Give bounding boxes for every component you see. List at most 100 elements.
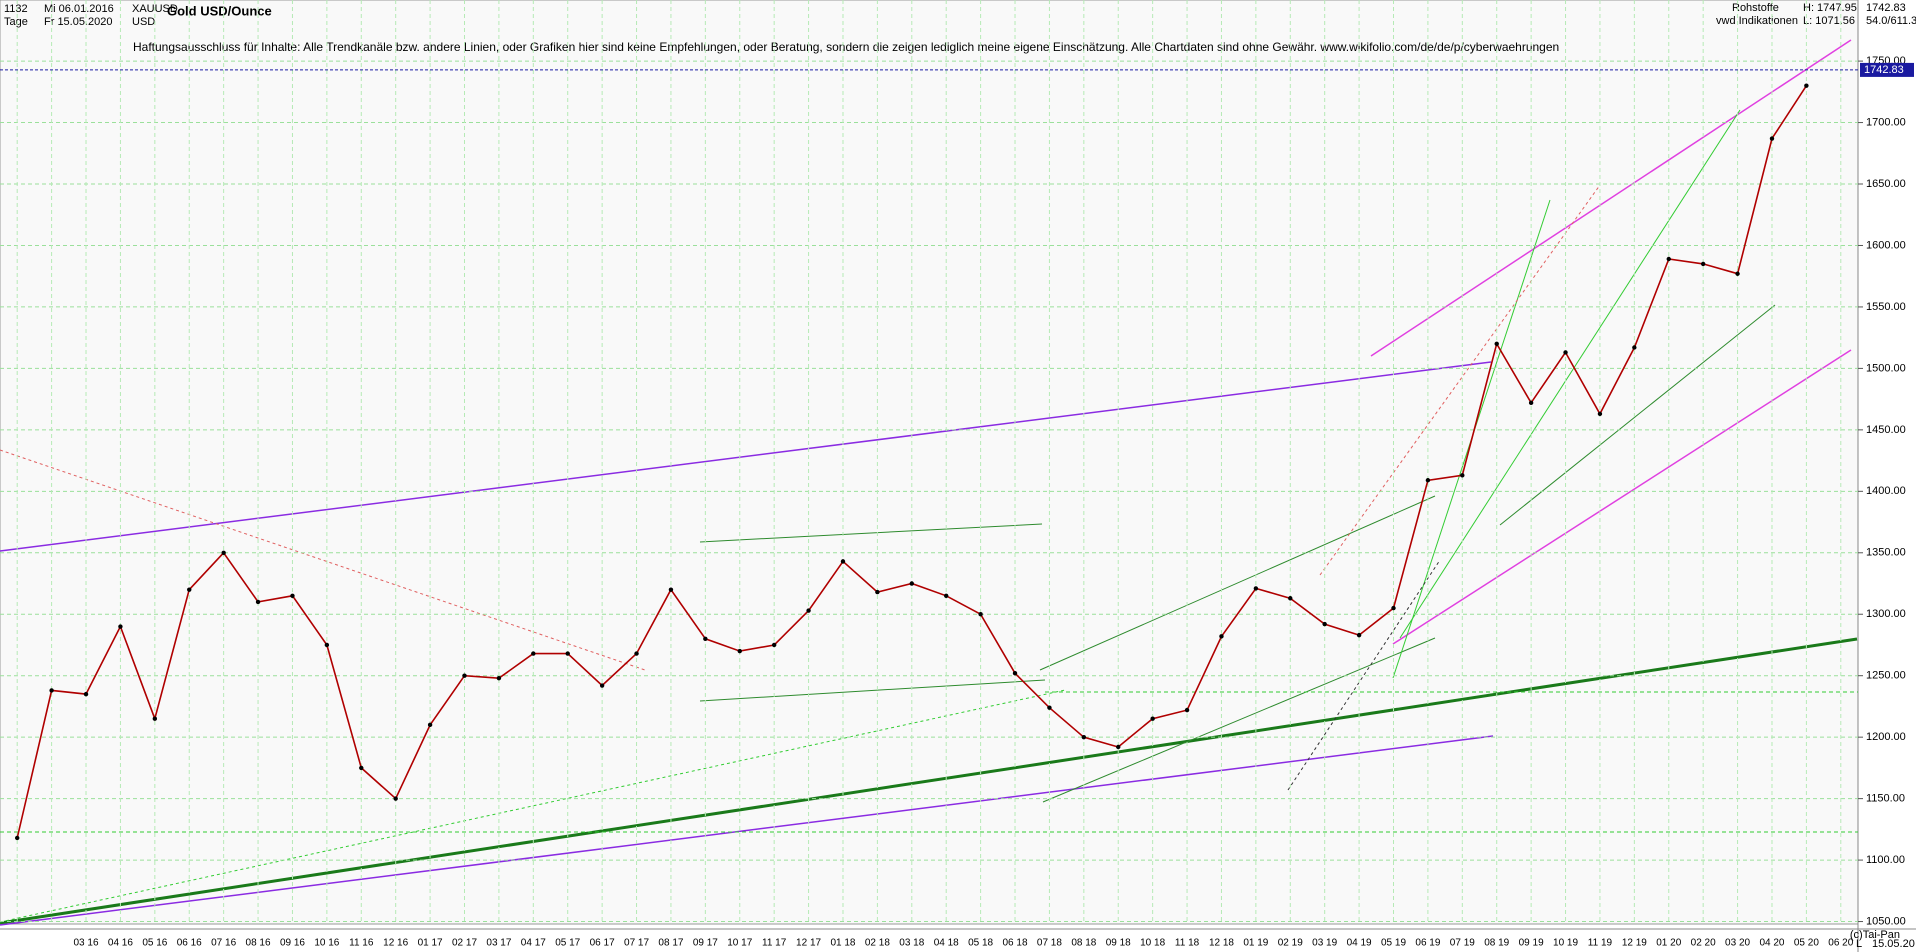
trend-line	[699, 679, 1046, 702]
price-point	[359, 765, 364, 771]
y-tick-label: 1200.00	[1866, 731, 1906, 743]
x-tick-label: 05 20	[1794, 938, 1819, 949]
price-point	[875, 589, 880, 595]
y-tick-label: 1600.00	[1866, 239, 1906, 251]
price-point	[978, 612, 983, 617]
price-point	[944, 593, 949, 598]
price-point	[1528, 400, 1534, 406]
x-tick-label: 02 20	[1691, 938, 1716, 949]
trend-line	[1370, 39, 1852, 357]
y-tick-label: 1300.00	[1866, 608, 1906, 620]
header-high: H: 1747.95	[1803, 2, 1857, 14]
price-point	[496, 675, 502, 681]
price-point	[1632, 345, 1637, 350]
y-tick-label: 1050.00	[1866, 915, 1906, 927]
trend-line	[1287, 559, 1441, 791]
x-tick-label: 03 17	[486, 938, 511, 949]
price-point	[1460, 473, 1465, 478]
x-tick-label: 12 18	[1209, 938, 1234, 949]
x-tick-label: 11 18	[1175, 938, 1200, 949]
price-point	[668, 587, 674, 592]
x-tick-label: 11 16	[349, 938, 374, 949]
price-point	[771, 642, 777, 648]
y-tick-label: 1450.00	[1866, 424, 1906, 436]
x-tick-label: 02 19	[1278, 938, 1303, 949]
x-tick-label: 06 20	[1828, 938, 1853, 949]
x-tick-label: 02 18	[865, 938, 890, 949]
trend-line	[1039, 495, 1436, 671]
x-tick-label: 04 19	[1347, 938, 1372, 949]
x-tick-label: 03 20	[1725, 938, 1750, 949]
current-price-label: 1742.83	[1864, 64, 1904, 76]
footer-mode: L	[1856, 938, 1862, 950]
price-point	[152, 716, 158, 721]
x-tick-label: 10 16	[314, 938, 339, 949]
price-point	[187, 587, 192, 592]
price-point	[462, 673, 467, 678]
x-tick-label: 07 18	[1037, 938, 1062, 949]
x-tick-label: 04 16	[108, 938, 133, 949]
y-tick-label: 1250.00	[1866, 670, 1906, 682]
header-low: L: 1071.56	[1803, 15, 1855, 27]
y-tick-label: 1650.00	[1866, 178, 1906, 190]
current-price-box	[1860, 62, 1914, 77]
y-tick-label: 1550.00	[1866, 301, 1906, 313]
trend-line	[0, 637, 1858, 925]
header-period: Tage	[4, 16, 28, 28]
trend-line	[1392, 349, 1852, 645]
header-ratio: 54.0/611.3	[1866, 15, 1916, 27]
price-point	[599, 683, 605, 688]
y-tick-label: 1700.00	[1866, 116, 1906, 128]
price-point	[1494, 341, 1499, 347]
trend-line	[1499, 304, 1776, 526]
x-tick-label: 01 19	[1243, 938, 1268, 949]
x-tick-label: 11 19	[1588, 938, 1613, 949]
price-point	[118, 624, 123, 629]
price-point	[634, 651, 639, 656]
price-point	[1804, 83, 1809, 88]
footer-date: 15.05.20	[1872, 938, 1915, 950]
trend-line	[0, 735, 1494, 926]
price-point	[1253, 586, 1259, 591]
x-tick-label: 05 16	[142, 938, 167, 949]
header-group: Rohstoffe	[1732, 2, 1779, 14]
x-tick-label: 04 17	[521, 938, 546, 949]
header-source: vwd Indikationen	[1716, 15, 1798, 27]
x-tick-label: 06 17	[590, 938, 615, 949]
y-tick-label: 1750.00	[1866, 55, 1906, 67]
price-point	[1391, 605, 1396, 611]
x-tick-label: 09 17	[693, 938, 718, 949]
price-point	[1563, 350, 1568, 355]
price-point	[393, 796, 398, 801]
price-point	[255, 599, 261, 605]
x-tick-label: 12 16	[383, 938, 408, 949]
x-tick-label: 07 17	[624, 938, 649, 949]
price-point	[737, 648, 742, 654]
header-currency: USD	[132, 16, 155, 28]
plot-area	[0, 0, 1859, 925]
x-tick-label: 03 16	[74, 938, 99, 949]
price-point	[1597, 411, 1603, 417]
y-tick-label: 1400.00	[1866, 485, 1906, 497]
x-tick-label: 11 17	[762, 938, 787, 949]
price-point	[531, 651, 536, 656]
trend-line	[0, 689, 1066, 923]
price-point	[1116, 744, 1121, 750]
x-tick-label: 06 18	[1003, 938, 1028, 949]
trend-line	[1399, 109, 1741, 639]
x-tick-label: 02 17	[452, 938, 477, 949]
price-point	[1356, 632, 1362, 638]
x-tick-label: 08 19	[1484, 938, 1509, 949]
x-tick-label: 06 16	[177, 938, 202, 949]
x-tick-label: 09 19	[1519, 938, 1544, 949]
y-tick-label: 1500.00	[1866, 362, 1906, 374]
x-tick-label: 08 16	[246, 938, 271, 949]
x-tick-label: 06 19	[1415, 938, 1440, 949]
y-tick-label: 1350.00	[1866, 547, 1906, 559]
x-tick-label: 08 17	[658, 938, 683, 949]
x-tick-label: 04 18	[934, 938, 959, 949]
price-point	[1735, 271, 1740, 276]
x-tick-label: 10 18	[1140, 938, 1165, 949]
price-point	[427, 722, 433, 728]
price-point	[840, 559, 846, 564]
